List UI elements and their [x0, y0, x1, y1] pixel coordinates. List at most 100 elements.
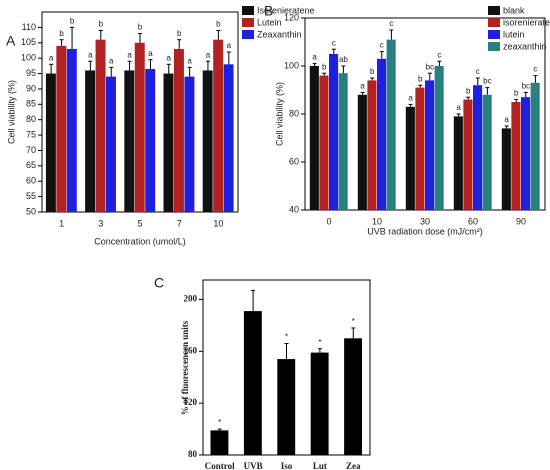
bar: [377, 58, 387, 210]
y-tick-label: 75: [26, 129, 36, 139]
bar: [530, 82, 540, 210]
y-axis-label: Cell viability (%): [274, 82, 284, 146]
significance-label: b: [138, 23, 143, 32]
bar: [163, 73, 174, 213]
bar: [124, 70, 135, 212]
bar: [319, 75, 329, 210]
significance-label: b: [514, 89, 519, 98]
bar: [106, 76, 116, 212]
legend-label: Isorenieratene: [257, 5, 315, 15]
significance-label: bc: [483, 77, 491, 86]
bar: [329, 54, 339, 210]
y-tick-label: 55: [26, 191, 36, 201]
bar: [56, 45, 67, 212]
significance-label: b: [99, 20, 104, 29]
bar: [277, 359, 296, 455]
legend-label: zeaxanthin: [503, 41, 547, 51]
bar: [85, 70, 96, 212]
bar: [463, 99, 473, 210]
significance-label: b: [177, 29, 182, 38]
significance-label: c: [380, 41, 384, 50]
bar: [202, 70, 213, 212]
significance-label: bc: [426, 62, 434, 71]
significance-label: *: [352, 317, 355, 326]
y-axis-label: Cell viability (%): [6, 80, 16, 144]
legend-swatch: [488, 18, 500, 27]
y-tick-label: 90: [26, 83, 36, 93]
y-tick-label: 200: [184, 294, 198, 304]
bar: [95, 39, 106, 212]
significance-label: b: [370, 67, 375, 76]
x-tick-label: 1: [59, 218, 64, 228]
bar: [357, 94, 367, 210]
significance-label: *: [218, 418, 221, 427]
significance-label: a: [206, 50, 211, 59]
bar: [344, 338, 362, 455]
legend-swatch: [488, 30, 500, 39]
bar: [367, 80, 377, 211]
x-tick-label: 60: [468, 216, 478, 226]
x-tick-label: 30: [420, 216, 430, 226]
bar: [425, 80, 435, 211]
legend-label: blank: [503, 5, 525, 15]
y-tick-label: 60: [289, 156, 299, 166]
panel-label: B: [264, 3, 273, 19]
bar: [213, 39, 224, 212]
significance-label: c: [332, 38, 336, 47]
significance-label: a: [312, 53, 317, 62]
x-tick-label: 5: [137, 218, 142, 228]
y-tick-label: 120: [284, 12, 299, 22]
significance-label: b: [216, 20, 221, 29]
x-tick-label: Iso: [281, 461, 293, 470]
bar: [511, 102, 521, 210]
legend-label: Zeaxanthin: [257, 29, 302, 39]
bar: [134, 42, 145, 213]
x-tick-label: 7: [177, 218, 182, 228]
significance-label: a: [227, 41, 232, 50]
significance-label: a: [456, 103, 461, 112]
bar: [415, 87, 425, 210]
y-tick-label: 70: [26, 145, 36, 155]
x-tick-label: 3: [98, 218, 103, 228]
y-tick-label: 95: [26, 68, 36, 78]
significance-label: a: [88, 50, 93, 59]
y-tick-label: 160: [184, 345, 198, 355]
x-axis-label: Concentration (umol/L): [94, 236, 186, 246]
significance-label: c: [389, 19, 393, 28]
y-tick-label: 100: [21, 53, 36, 63]
x-tick-label: 10: [213, 218, 223, 228]
significance-label: b: [322, 62, 327, 71]
significance-label: ab: [339, 55, 348, 64]
significance-label: b: [466, 86, 471, 95]
bar: [210, 430, 229, 455]
significance-label: a: [504, 115, 509, 124]
significance-label: c: [533, 65, 537, 74]
bar: [501, 128, 511, 210]
legend-swatch: [242, 6, 254, 15]
significance-label: b: [418, 74, 423, 83]
x-tick-label: Zea: [346, 461, 361, 470]
significance-label: c: [437, 50, 441, 59]
y-tick-label: 50: [26, 206, 36, 216]
bar: [405, 106, 415, 210]
y-tick-label: 85: [26, 99, 36, 109]
y-tick-label: 110: [22, 22, 36, 32]
bar: [338, 73, 348, 210]
bar: [310, 352, 329, 455]
bar: [223, 64, 234, 212]
significance-label: a: [167, 53, 172, 62]
significance-label: c: [476, 67, 480, 76]
y-tick-label: 100: [284, 60, 299, 70]
panel-label: A: [6, 33, 16, 49]
bar: [386, 39, 396, 210]
x-tick-label: Control: [205, 461, 235, 470]
legend-label: Lutein: [257, 17, 282, 27]
y-tick-label: 105: [21, 37, 36, 47]
y-tick-label: 120: [184, 397, 198, 407]
x-tick-label: 90: [516, 216, 526, 226]
bar: [173, 48, 184, 212]
bar: [434, 66, 444, 210]
significance-label: a: [408, 94, 413, 103]
legend-label: isorenieratene: [503, 17, 550, 27]
